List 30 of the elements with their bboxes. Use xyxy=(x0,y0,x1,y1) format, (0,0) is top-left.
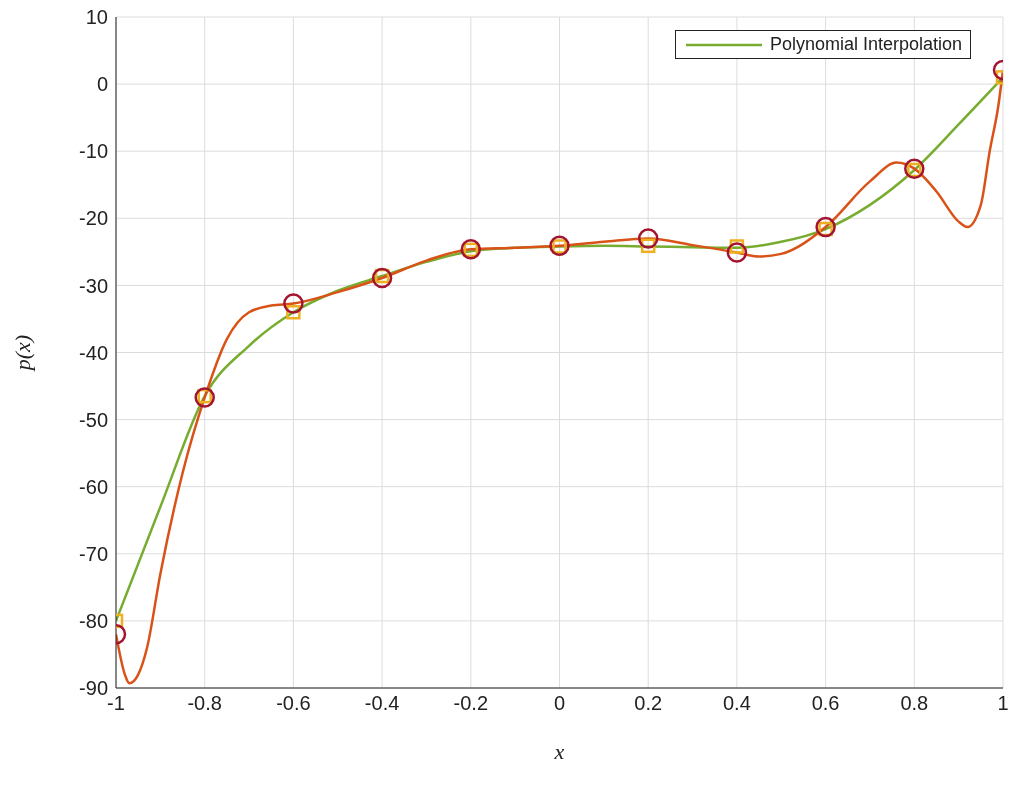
y-tick-label: -60 xyxy=(79,475,108,498)
y-tick-label: -30 xyxy=(79,274,108,297)
point xyxy=(283,293,304,314)
x-tick-label: 0.4 xyxy=(722,692,751,715)
point xyxy=(371,267,393,289)
point xyxy=(815,216,836,238)
point xyxy=(637,228,659,249)
y-tick-label: -10 xyxy=(79,140,108,163)
x-tick-label: 0.6 xyxy=(811,692,840,715)
x-tick-label: 0.8 xyxy=(900,692,929,715)
y-axis-title: p(x) xyxy=(9,334,35,373)
x-tick-label: 1 xyxy=(997,692,1009,715)
point xyxy=(726,242,748,263)
y-tick-label: -80 xyxy=(79,610,108,632)
y-tick-label: -50 xyxy=(79,408,108,431)
legend-label: Polynomial Interpolation xyxy=(769,34,962,55)
x-axis-title: x xyxy=(553,739,565,764)
x-tick-label: -0.6 xyxy=(276,692,311,715)
x-tick-label: -0.8 xyxy=(187,692,222,715)
x-tick-label: -0.2 xyxy=(453,692,489,715)
x-tick-label: -0.4 xyxy=(364,692,400,715)
y-tick-label: 10 xyxy=(85,6,108,29)
y-tick-label: -90 xyxy=(79,677,108,700)
x-tick-label: -1 xyxy=(107,692,125,715)
y-tick-label: -70 xyxy=(79,542,108,565)
x-tick-label: 0 xyxy=(553,692,566,715)
x-tick-label: 0.2 xyxy=(634,692,663,715)
y-tick-label: -20 xyxy=(79,207,108,230)
y-tick-label: 0 xyxy=(96,73,108,96)
y-tick-label: -40 xyxy=(79,341,108,364)
